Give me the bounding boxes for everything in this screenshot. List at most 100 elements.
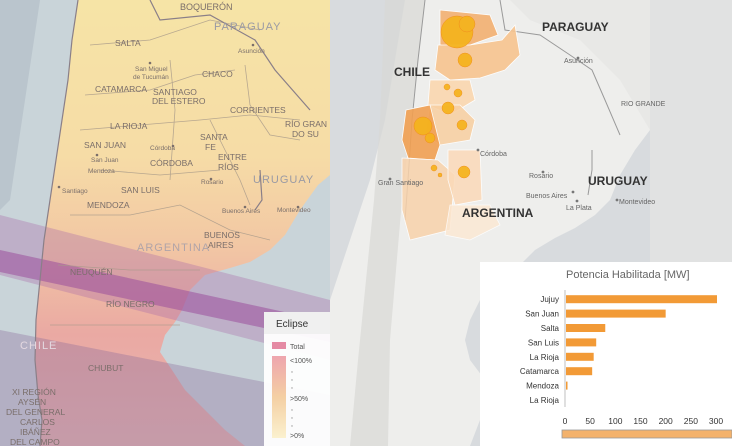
plant-bubble: [457, 165, 471, 179]
label-asuncion: Asunción: [238, 48, 265, 55]
label-xi-region: XI REGIÓN: [12, 387, 56, 397]
label-la-rioja: LA RIOJA: [110, 121, 148, 131]
label-san-miguel: San Miguel: [135, 66, 168, 73]
label-uruguay: URUGUAY: [253, 174, 314, 186]
label-santa: SANTA: [200, 132, 228, 142]
label-del-campo: DEL CAMPO: [10, 437, 60, 446]
legend-total-swatch: [272, 342, 286, 349]
legend-total: Total: [290, 344, 305, 351]
plant-bubble: [424, 132, 436, 144]
label-aires: AIRES: [208, 240, 234, 250]
eclipse-legend: Eclipse Total <100% >50% >0%: [264, 312, 330, 446]
city-markers: [388, 56, 619, 203]
category-label: San Juan: [525, 310, 559, 319]
plant-bubble: [457, 52, 473, 68]
country-borders: [34, 0, 311, 446]
bar[interactable]: [566, 338, 597, 347]
label-entre: ENTRE: [218, 152, 247, 162]
category-label: San Luis: [528, 338, 559, 347]
x-tick-label: 300: [709, 416, 723, 426]
plant-bubble: [456, 119, 468, 131]
label-argentina: ARGENTINA: [137, 242, 210, 254]
bar[interactable]: [566, 295, 717, 304]
label-paraguay: PARAGUAY: [542, 20, 609, 34]
label-del-general: DEL GENERAL: [6, 407, 65, 417]
label-boqueron: BOQUERÓN: [180, 2, 233, 12]
land-mass: [35, 0, 330, 446]
category-label: La Rioja: [530, 353, 560, 362]
x-tick-label: 250: [684, 416, 698, 426]
label-ibanez: IBÁÑEZ: [20, 427, 51, 437]
plant-bubble: [458, 15, 476, 33]
bar[interactable]: [566, 381, 568, 390]
plant-bubble: [443, 83, 451, 91]
province-south: [444, 204, 501, 241]
bar[interactable]: [566, 367, 593, 376]
label-chaco: CHACO: [202, 69, 233, 79]
label-montevideo: Montevideo: [619, 199, 655, 206]
eclipse-map-canvas: BOQUERÓN PARAGUAY Asunción SALTA San Mig…: [0, 0, 330, 446]
label-aysen: AYSÉN: [18, 397, 46, 407]
label-rosario: Rosario: [529, 173, 553, 180]
slider-track[interactable]: [562, 430, 732, 438]
label-do-sul: DO SU: [292, 129, 319, 139]
label-santiago: SANTIAGO: [153, 87, 197, 97]
label-uruguay: URUGUAY: [588, 174, 648, 188]
x-tick-label: 150: [633, 416, 647, 426]
power-chart-panel: Potencia Habilitada [MW] Jujuy San Juan Sa…: [480, 262, 732, 446]
label-de-tucuman: de Tucumán: [133, 74, 169, 81]
label-santiago-city: Santiago: [62, 188, 88, 195]
power-map[interactable]: PARAGUAY Asunción CHILE RIO GRANDE Córdo…: [330, 0, 732, 446]
label-chubut: CHUBUT: [88, 363, 123, 373]
label-gran-santiago: Gran Santiago: [378, 180, 423, 187]
label-rio-grande: RÍO GRAN: [285, 119, 327, 129]
label-san-luis: SAN LUIS: [121, 185, 160, 195]
label-chile: CHILE: [20, 340, 57, 352]
slider-frame: [561, 429, 732, 439]
label-corrientes: CORRIENTES: [230, 105, 286, 115]
label-cordoba-city: Córdoba: [150, 145, 175, 152]
province-salta: [434, 24, 521, 81]
label-rio-negro: RÍO NEGRO: [106, 299, 155, 309]
eclipse-band-north: [0, 0, 40, 210]
legend-lt100: <100%: [290, 358, 312, 365]
label-fe: FE: [205, 142, 216, 152]
category-label: Jujuy: [540, 295, 559, 304]
label-paraguay: PARAGUAY: [214, 21, 282, 33]
label-salta: SALTA: [115, 38, 141, 48]
power-chart: Potencia Habilitada [MW] Jujuy San Juan Sa…: [520, 269, 732, 439]
province-borders: [50, 19, 301, 326]
label-del-estero: DEL ESTERO: [152, 96, 206, 106]
label-montevideo: Montevideo: [277, 207, 311, 214]
eclipse-map[interactable]: BOQUERÓN PARAGUAY Asunción SALTA San Mig…: [0, 0, 330, 446]
bar[interactable]: [566, 309, 666, 318]
x-tick-label: 100: [608, 416, 622, 426]
label-san-juan: SAN JUAN: [84, 140, 126, 150]
plant-bubble: [437, 172, 443, 178]
city-markers: [57, 43, 300, 209]
label-mendoza: MENDOZA: [87, 200, 130, 210]
label-rios: RÍOS: [218, 162, 239, 172]
label-rosario: Rosario: [201, 179, 224, 186]
label-san-juan-city: San Juan: [91, 157, 119, 164]
label-neuquen: NEUQUÉN: [70, 267, 113, 277]
category-label: La Rioja: [530, 396, 560, 405]
x-tick-label: 200: [659, 416, 673, 426]
legend-gradient: [272, 356, 286, 438]
bar[interactable]: [566, 324, 606, 332]
x-tick-label: 50: [585, 416, 595, 426]
label-cordoba: CÓRDOBA: [150, 158, 193, 168]
label-asuncion: Asunción: [564, 58, 593, 65]
label-buenos: BUENOS: [204, 230, 240, 240]
x-tick-label: 0: [563, 416, 568, 426]
eclipse-band-south: [0, 330, 330, 446]
label-carlos: CARLOS: [20, 417, 55, 427]
label-chile: CHILE: [394, 65, 430, 79]
label-catamarca: CATAMARCA: [95, 84, 147, 94]
legend-title: Eclipse: [276, 319, 309, 330]
plant-bubble: [430, 164, 438, 172]
label-cordoba: Córdoba: [480, 151, 507, 158]
label-rio-grande: RIO GRANDE: [621, 101, 666, 108]
bar[interactable]: [566, 352, 594, 361]
plant-bubble: [441, 101, 455, 115]
